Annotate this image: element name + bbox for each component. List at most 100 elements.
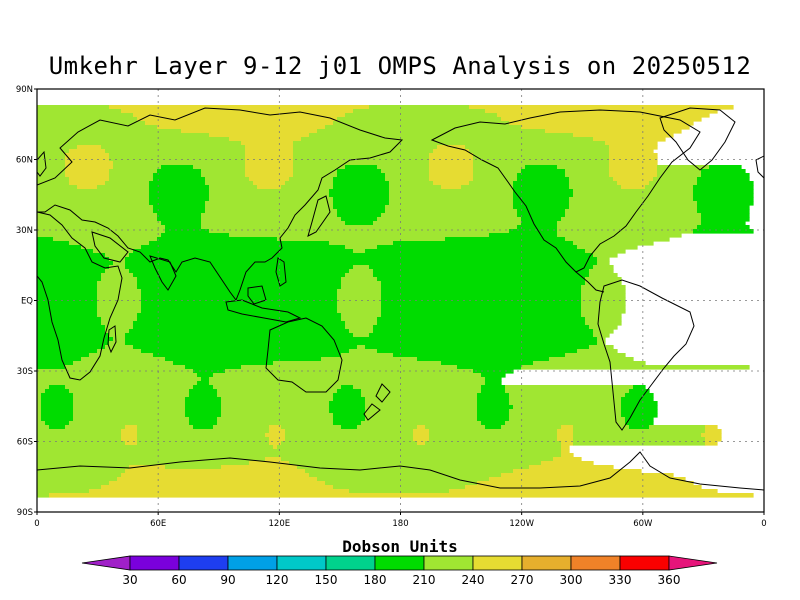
- contour-band-cell: [153, 177, 206, 182]
- contour-band-cell: [353, 385, 482, 390]
- contour-band-cell: [477, 413, 510, 418]
- contour-band-cell: [357, 425, 418, 430]
- contour-band-cell: [201, 225, 518, 230]
- contour-band-cell: [193, 165, 246, 170]
- contour-band-cell: [337, 293, 382, 298]
- contour-band-cell: [289, 461, 542, 466]
- contour-band-cell: [501, 425, 562, 430]
- contour-band-cell: [37, 241, 70, 246]
- colorbar-swatch: [129, 555, 180, 571]
- colorbar-swatch: [178, 555, 229, 571]
- contour-band-cell: [457, 365, 522, 370]
- contour-band-cell: [121, 473, 310, 478]
- contour-band-cell: [69, 389, 190, 394]
- contour-band-cell: [289, 177, 334, 182]
- contour-band-cell: [585, 277, 622, 282]
- contour-band-cell: [37, 261, 114, 266]
- colorbar-level-label: 360: [658, 573, 681, 587]
- contour-band-cell: [41, 393, 74, 398]
- contour-band-cell: [433, 149, 470, 154]
- contour-band-cell: [133, 113, 346, 118]
- contour-band-cell: [557, 221, 702, 226]
- contour-band-cell: [585, 321, 622, 326]
- contour-band-cell: [209, 133, 310, 138]
- contour-band-cell: [109, 265, 126, 270]
- contour-band-cell: [125, 341, 598, 346]
- contour-band-cell: [609, 173, 658, 178]
- contour-band-cell: [381, 293, 582, 298]
- contour-band-cell: [573, 437, 706, 442]
- contour-band-cell: [37, 113, 134, 118]
- contour-band-cell: [37, 137, 230, 142]
- contour-band-cell: [585, 249, 626, 254]
- contour-band-cell: [429, 433, 558, 438]
- lat-label: 90S: [17, 508, 33, 518]
- coastline-japan: [307, 195, 331, 237]
- contour-band-cell: [281, 457, 554, 462]
- contour-band-cell: [37, 341, 110, 346]
- coastline-greenland: [659, 107, 736, 171]
- contour-band-cell: [449, 489, 718, 494]
- contour-band-cell: [281, 185, 334, 190]
- contour-band-cell: [41, 413, 74, 418]
- contour-band-cell: [321, 357, 418, 362]
- colorbar-swatch: [423, 555, 474, 571]
- contour-band-cell: [73, 417, 190, 422]
- contour-band-cell: [209, 381, 486, 386]
- contour-band-cell: [241, 141, 294, 146]
- contour-band-cell: [37, 237, 54, 242]
- contour-band-cell: [517, 213, 566, 218]
- contour-band-cell: [337, 169, 382, 174]
- contour-band-cell: [445, 237, 566, 242]
- contour-band-cell: [37, 377, 202, 382]
- contour-band-cell: [37, 217, 158, 222]
- contour-band-cell: [349, 329, 374, 334]
- contour-band-cell: [509, 401, 622, 406]
- contour-band-cell: [609, 157, 658, 162]
- contour-band-cell: [329, 405, 366, 410]
- contour-band-cell: [509, 397, 622, 402]
- contour-band-cell: [137, 281, 342, 286]
- contour-band-cell: [509, 121, 694, 126]
- contour-band-cell: [505, 389, 630, 394]
- contour-band-cell: [549, 357, 634, 362]
- contour-band-cell: [221, 401, 330, 406]
- lon-label: 120W: [509, 519, 534, 529]
- contour-band-cell: [349, 269, 374, 274]
- contour-band-cell: [37, 185, 78, 190]
- contour-band-cell: [245, 173, 294, 178]
- coastline-madagascar: [107, 325, 117, 354]
- contour-band-cell: [429, 177, 474, 182]
- contour-band-cell: [109, 153, 246, 158]
- contour-band-cell: [429, 169, 474, 174]
- contour-band-cell: [365, 401, 478, 406]
- contour-band-cell: [141, 297, 338, 302]
- contour-band-cell: [389, 181, 434, 186]
- contour-band-cell: [97, 313, 138, 318]
- contour-band-cell: [245, 145, 294, 150]
- contour-band-cell: [37, 481, 110, 486]
- contour-band-cell: [597, 341, 606, 346]
- contour-band-cell: [337, 389, 362, 394]
- contour-band-cell: [137, 313, 342, 318]
- contour-band-cell: [533, 361, 646, 366]
- contour-band-cell: [53, 237, 158, 242]
- contour-band-cell: [513, 181, 570, 186]
- contour-band-cell: [209, 189, 330, 194]
- contour-band-cell: [393, 241, 574, 246]
- contour-band-cell: [557, 165, 610, 170]
- contour-band-cell: [561, 445, 570, 450]
- contour-band-cell: [65, 173, 110, 178]
- contour-band-cell: [337, 305, 382, 310]
- contour-band-cell: [209, 377, 486, 382]
- contour-band-cell: [125, 333, 354, 338]
- contour-band-cell: [417, 357, 550, 362]
- contour-band-cell: [697, 177, 750, 182]
- contour-band-cell: [49, 493, 754, 498]
- contour-band-cell: [181, 129, 318, 134]
- contour-band-cell: [489, 233, 558, 238]
- contour-band-cell: [37, 405, 42, 410]
- contour-band-cell: [125, 337, 598, 342]
- contour-band-cell: [693, 197, 754, 202]
- contour-band-cell: [141, 245, 346, 250]
